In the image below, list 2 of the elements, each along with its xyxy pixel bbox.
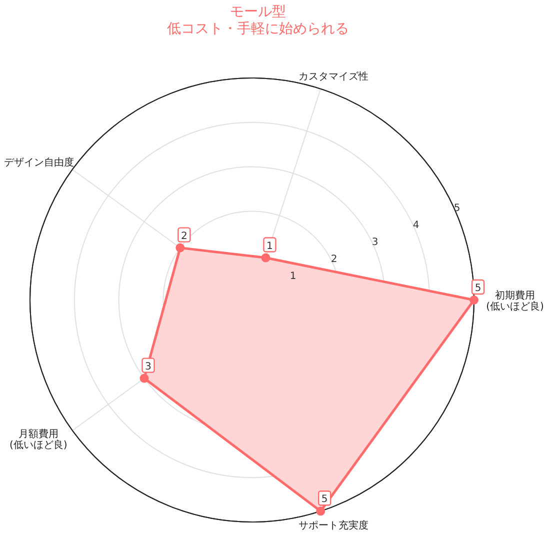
chart-title: モール型 <box>230 4 286 20</box>
chart-subtitle: 低コスト・手軽に始められる <box>167 21 349 37</box>
